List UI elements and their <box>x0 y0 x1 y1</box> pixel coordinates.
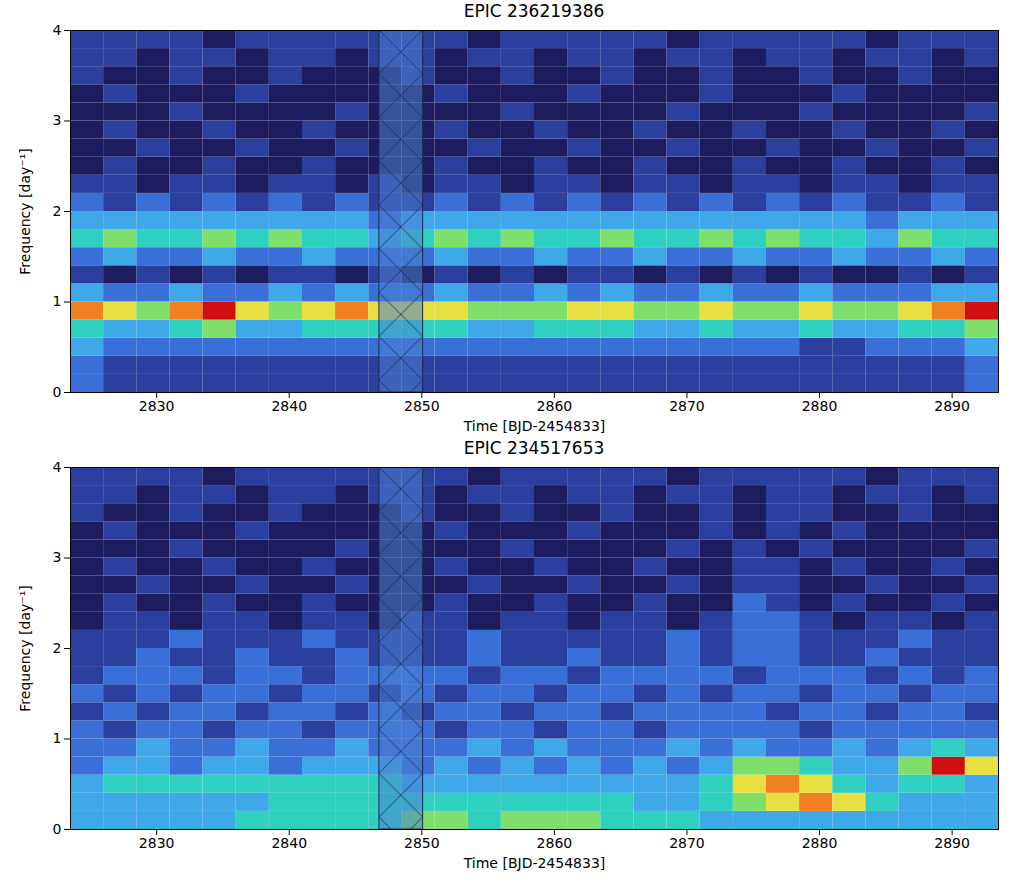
svg-text:2850: 2850 <box>404 398 440 414</box>
svg-text:2830: 2830 <box>139 398 175 414</box>
svg-text:Time [BJD-2454833]: Time [BJD-2454833] <box>463 855 606 871</box>
svg-text:2840: 2840 <box>271 835 307 851</box>
svg-text:2860: 2860 <box>537 398 573 414</box>
svg-text:2880: 2880 <box>802 835 838 851</box>
svg-text:2880: 2880 <box>802 398 838 414</box>
svg-text:2830: 2830 <box>139 835 175 851</box>
svg-text:2890: 2890 <box>934 398 970 414</box>
svg-text:3: 3 <box>53 112 62 128</box>
svg-text:Frequency [day⁻¹]: Frequency [day⁻¹] <box>17 585 33 711</box>
svg-text:0: 0 <box>53 384 62 400</box>
html-text:EPIC 234517653: EPIC 234517653 <box>463 438 605 458</box>
svg-text:2850: 2850 <box>404 835 440 851</box>
svg-text:2840: 2840 <box>271 398 307 414</box>
svg-text:1: 1 <box>53 293 62 309</box>
svg-text:0: 0 <box>53 821 62 837</box>
svg-text:4: 4 <box>53 459 62 475</box>
svg-text:Time [BJD-2454833]: Time [BJD-2454833] <box>463 418 606 434</box>
svg-text:2870: 2870 <box>669 398 705 414</box>
svg-text:2870: 2870 <box>669 835 705 851</box>
html-text:EPIC 236219386: EPIC 236219386 <box>463 1 605 21</box>
svg-text:2: 2 <box>53 203 62 219</box>
svg-text:1: 1 <box>53 730 62 746</box>
svg-text:2: 2 <box>53 640 62 656</box>
svg-text:2860: 2860 <box>537 835 573 851</box>
svg-text:3: 3 <box>53 549 62 565</box>
svg-text:Frequency [day⁻¹]: Frequency [day⁻¹] <box>17 148 33 274</box>
svg-text:2890: 2890 <box>934 835 970 851</box>
svg-text:4: 4 <box>53 22 62 38</box>
